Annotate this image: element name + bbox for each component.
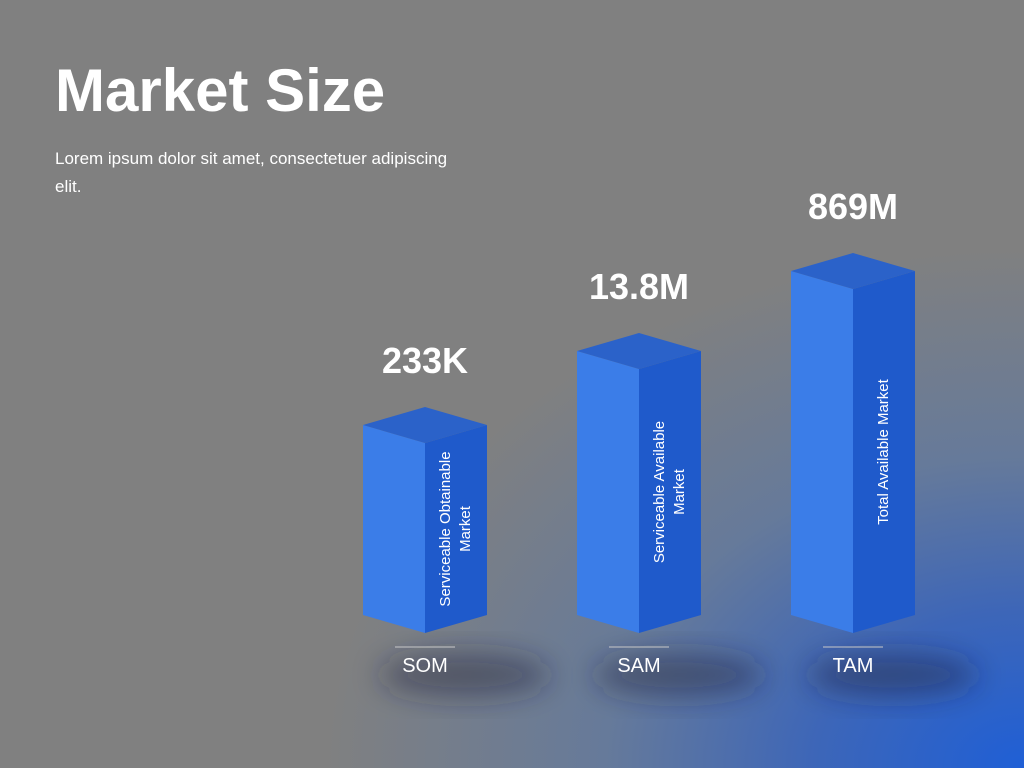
item-label: SOM [402, 655, 448, 677]
box-front [577, 351, 639, 633]
shadow [380, 653, 550, 697]
box-front [791, 271, 853, 633]
box-front [363, 425, 425, 633]
box-side [639, 351, 701, 633]
value-label: 869M [807, 186, 899, 227]
description: Total Available Market [875, 379, 892, 525]
value-label: 233K [381, 340, 469, 381]
description: Serviceable Available Market [651, 420, 688, 564]
shadow [594, 653, 764, 697]
box-top [577, 333, 701, 369]
item-label: TAM [832, 655, 874, 677]
box-side [425, 425, 487, 633]
box-top [791, 253, 915, 289]
title: Market Size [55, 57, 386, 124]
box-side [853, 271, 915, 633]
shadow [808, 653, 978, 697]
item-label: SAM [617, 655, 661, 677]
description: Serviceable Obtainable Market [437, 451, 474, 607]
value-label: 13.8M [588, 266, 690, 307]
box-top [363, 407, 487, 443]
subtitle: Lorem ipsum dolor sit amet, consectetuer… [55, 149, 448, 196]
